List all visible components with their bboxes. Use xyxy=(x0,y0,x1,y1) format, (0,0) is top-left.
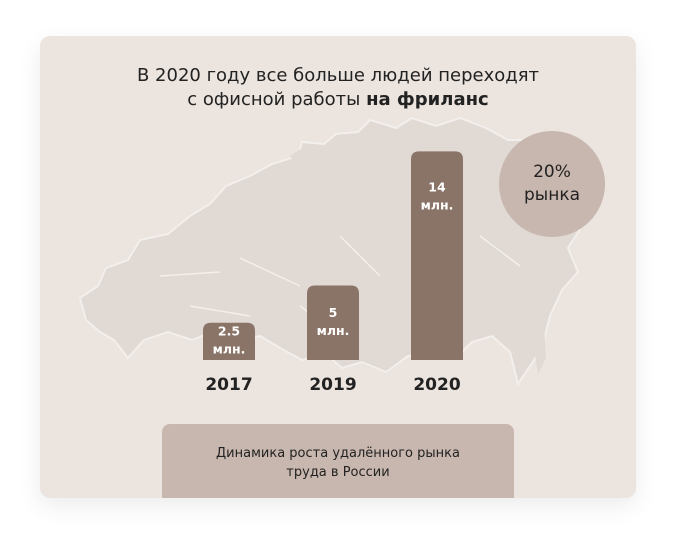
bar-data-label-2020-1: 14 xyxy=(428,179,446,194)
chart-caption-line1: Динамика роста удалённого рынка xyxy=(216,446,460,461)
bar-data-label-2019-1: 5 xyxy=(329,305,338,320)
bar-data-label-2017-2: млн. xyxy=(213,341,246,356)
chart-title: В 2020 году все больше людей переходят с… xyxy=(40,64,636,112)
infographic-card: В 2020 году все больше людей переходят с… xyxy=(40,36,636,498)
bar-2017 xyxy=(203,322,255,360)
chart-caption: Динамика роста удалённого рынка труда в … xyxy=(162,444,514,482)
bar-chart: 2.5 млн. 2017 5 млн. 2019 14 млн. 2020 xyxy=(203,151,463,395)
market-share-label: рынка xyxy=(523,185,580,205)
market-share-value: 20% xyxy=(533,162,571,182)
bar-data-label-2020-2: млн. xyxy=(421,197,454,212)
category-label-2017: 2017 xyxy=(205,375,252,395)
bar-group-2019: 5 млн. 2019 xyxy=(307,285,359,395)
chart-caption-line2: труда в России xyxy=(286,465,390,480)
bar-group-2017: 2.5 млн. 2017 xyxy=(203,322,255,395)
category-label-2020: 2020 xyxy=(413,375,460,395)
chart-caption-box: Динамика роста удалённого рынка труда в … xyxy=(162,424,514,498)
chart-title-line1: В 2020 году все больше людей переходят xyxy=(136,65,540,86)
bar-2019 xyxy=(307,285,359,360)
chart-title-line2: с офисной работы на фриланс xyxy=(40,88,636,112)
bar-2020 xyxy=(411,151,463,360)
category-label-2019: 2019 xyxy=(309,375,356,395)
bar-data-label-2019-2: млн. xyxy=(317,323,350,338)
bar-group-2020: 14 млн. 2020 xyxy=(411,151,463,395)
market-share-badge: 20% рынка xyxy=(499,131,605,237)
chart-title-line2-bold: на фриланс xyxy=(366,89,489,110)
chart-title-line2-prefix: с офисной работы xyxy=(187,89,361,110)
bar-data-label-2017-1: 2.5 xyxy=(218,323,240,338)
